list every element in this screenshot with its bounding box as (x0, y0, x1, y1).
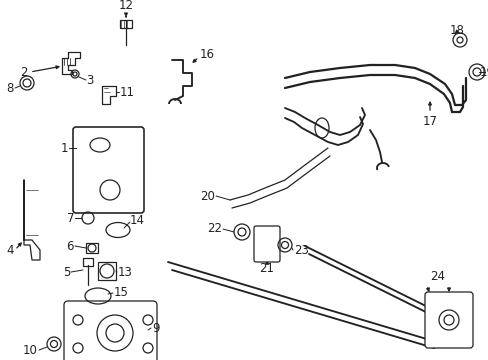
Text: 8: 8 (7, 81, 14, 94)
Text: 16: 16 (200, 49, 215, 62)
Text: 3: 3 (86, 73, 93, 86)
Bar (83, 258, 93, 266)
Text: 20: 20 (200, 189, 215, 202)
Bar (98, 262, 116, 280)
Text: 1: 1 (61, 141, 68, 154)
Text: 17: 17 (422, 115, 437, 128)
Text: 4: 4 (6, 243, 14, 256)
Text: 23: 23 (293, 243, 308, 256)
Bar (86, 243, 98, 253)
Text: 15: 15 (114, 285, 129, 298)
Bar (120, 20, 132, 28)
FancyBboxPatch shape (73, 127, 143, 213)
FancyBboxPatch shape (64, 301, 157, 360)
Text: 6: 6 (66, 239, 74, 252)
Text: 18: 18 (449, 23, 464, 36)
Text: 2: 2 (20, 66, 28, 78)
Text: 14: 14 (130, 213, 145, 226)
Text: 7: 7 (66, 211, 74, 225)
FancyBboxPatch shape (253, 226, 280, 262)
Text: 12: 12 (118, 0, 133, 12)
Text: 11: 11 (120, 85, 135, 99)
Text: 24: 24 (429, 270, 445, 283)
Text: 10: 10 (23, 343, 38, 356)
Text: 13: 13 (118, 266, 133, 279)
Text: 5: 5 (62, 266, 70, 279)
FancyBboxPatch shape (424, 292, 472, 348)
Text: 22: 22 (206, 221, 222, 234)
Text: 21: 21 (259, 262, 274, 275)
Text: 9: 9 (152, 321, 159, 334)
Text: 19: 19 (479, 66, 488, 78)
